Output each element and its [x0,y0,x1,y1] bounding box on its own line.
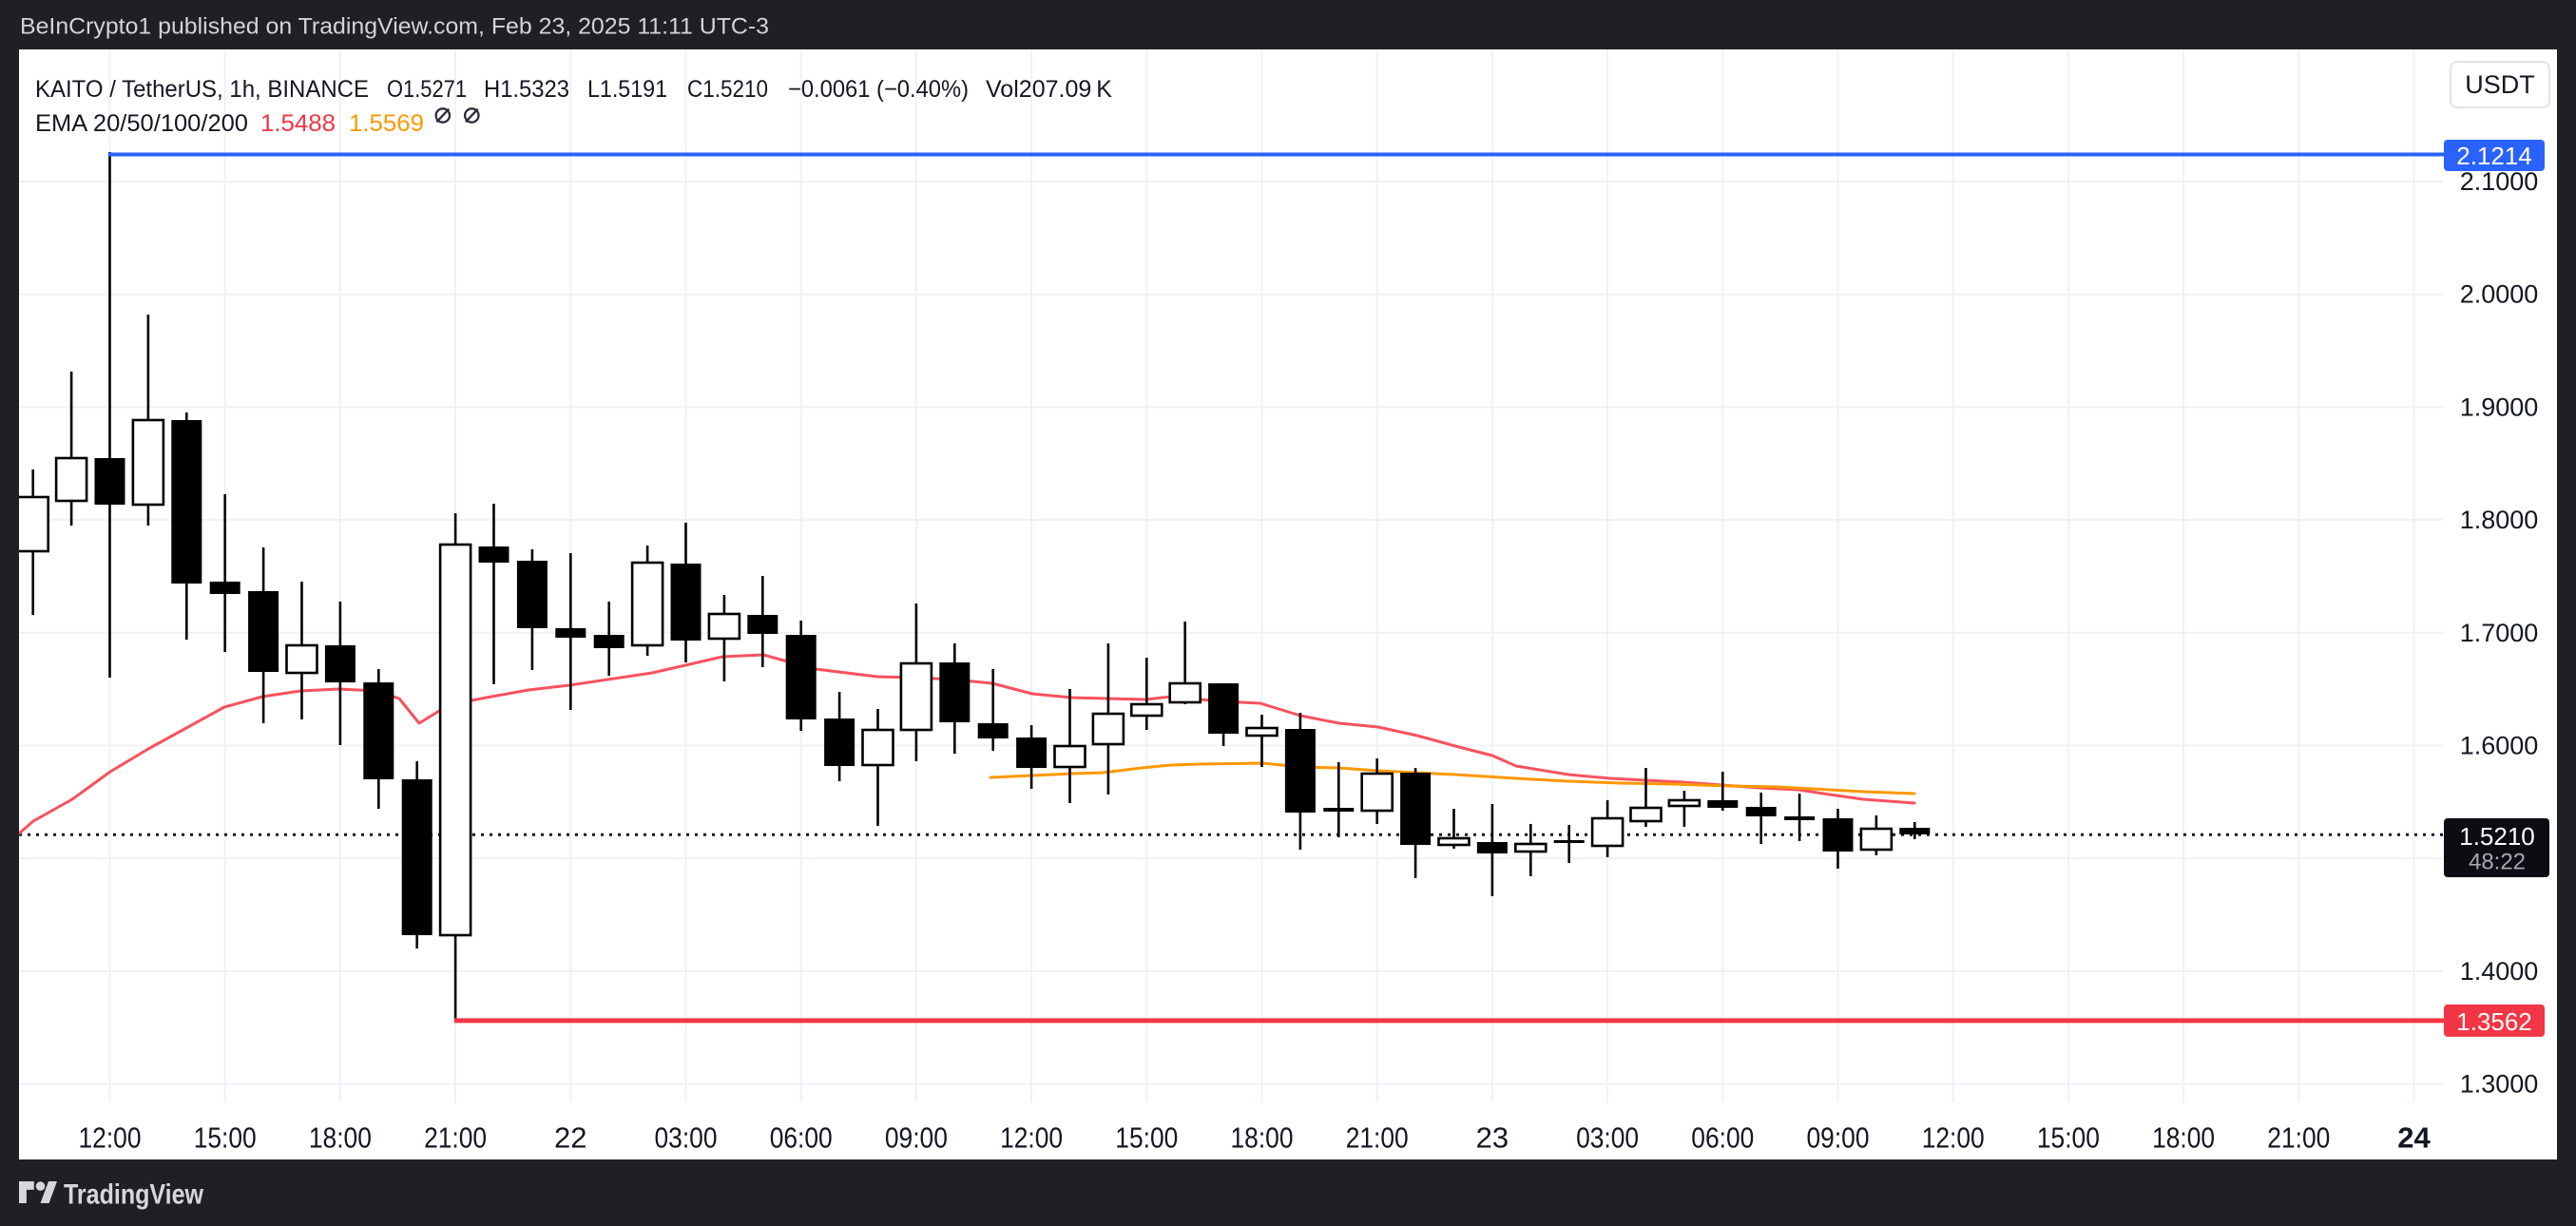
svg-text:15:00: 15:00 [194,1121,257,1155]
svg-text:18:00: 18:00 [2152,1121,2215,1155]
svg-text:1.3000: 1.3000 [2460,1070,2539,1099]
svg-text:06:00: 06:00 [1691,1121,1754,1155]
svg-text:48:22: 48:22 [2469,850,2526,875]
svg-text:1.7000: 1.7000 [2460,619,2539,647]
svg-text:18:00: 18:00 [309,1121,372,1155]
svg-text:23: 23 [1476,1121,1509,1155]
svg-text:1.5210: 1.5210 [2459,822,2535,851]
svg-text:15:00: 15:00 [1115,1121,1178,1155]
svg-text:21:00: 21:00 [424,1121,487,1155]
svg-text:12:00: 12:00 [1922,1121,1985,1155]
svg-text:2.0000: 2.0000 [2460,280,2539,309]
svg-text:03:00: 03:00 [1576,1121,1639,1155]
svg-text:21:00: 21:00 [1346,1121,1409,1155]
svg-text:09:00: 09:00 [1807,1121,1870,1155]
svg-text:06:00: 06:00 [770,1121,833,1155]
svg-text:1.8000: 1.8000 [2460,506,2539,534]
svg-text:21:00: 21:00 [2267,1121,2330,1155]
svg-text:22: 22 [554,1121,586,1155]
svg-text:15:00: 15:00 [2037,1121,2100,1155]
svg-text:12:00: 12:00 [79,1121,142,1155]
svg-text:TradingView: TradingView [64,1179,204,1211]
svg-text:18:00: 18:00 [1231,1121,1294,1155]
svg-text:24: 24 [2397,1121,2431,1155]
svg-text:1.6000: 1.6000 [2460,732,2539,760]
svg-text:BeInCrypto1 published on Tradi: BeInCrypto1 published on TradingView.com… [20,14,769,40]
svg-text:1.9000: 1.9000 [2460,393,2539,421]
svg-text:09:00: 09:00 [885,1121,948,1155]
svg-text:1.3562: 1.3562 [2456,1007,2532,1036]
svg-text:2.1000: 2.1000 [2460,167,2539,196]
svg-text:03:00: 03:00 [655,1121,718,1155]
svg-text:1.4000: 1.4000 [2460,957,2539,986]
svg-text:12:00: 12:00 [1000,1121,1063,1155]
svg-text:2.1214: 2.1214 [2456,142,2532,170]
